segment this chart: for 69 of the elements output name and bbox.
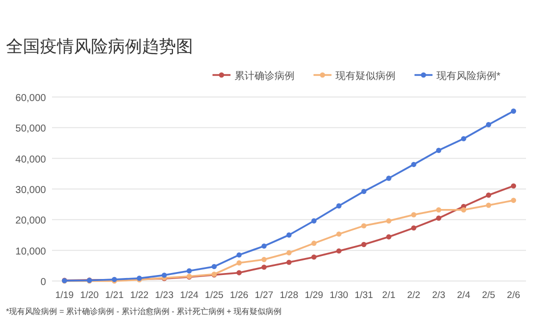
point [162, 272, 167, 278]
point [436, 207, 442, 212]
point [311, 240, 317, 246]
point [436, 148, 442, 153]
point [261, 256, 267, 262]
point [486, 192, 492, 198]
x-tick-label: 1/22 [130, 290, 149, 301]
x-tick-label: 2/2 [407, 290, 420, 301]
y-tick-label: 60,000 [15, 93, 46, 104]
y-tick-label: 40,000 [15, 154, 46, 166]
x-tick-label: 1/20 [80, 290, 99, 301]
point [236, 270, 242, 276]
legend-label: 现有风险病例* [436, 70, 500, 82]
point [212, 264, 217, 270]
y-tick-label: 0 [40, 277, 46, 288]
point [311, 218, 317, 224]
y-tick-label: 10,000 [15, 246, 46, 258]
x-tick-label: 2/5 [482, 290, 496, 301]
point [486, 202, 492, 208]
text: *现有风险病例 = 累计确诊病例 - 累计治愈病例 - 累计死亡病例 + 现有疑似病例 [6, 307, 282, 316]
point [286, 232, 292, 238]
x-tick-label: 2/3 [432, 290, 446, 301]
x-tick-label: 1/23 [155, 290, 174, 301]
x-tick-label: 1/27 [254, 290, 274, 301]
point [236, 252, 242, 258]
point [411, 225, 416, 231]
y-tick-label: 50,000 [15, 124, 46, 135]
point [286, 260, 292, 265]
point [186, 268, 192, 274]
point [510, 198, 516, 203]
x-tick-label: 1/30 [330, 290, 348, 301]
x-tick-label: 1/31 [354, 290, 374, 301]
point [411, 162, 416, 168]
point [386, 176, 392, 181]
x-tick-label: 1/25 [204, 290, 224, 301]
point [336, 248, 342, 254]
x-tick-label: 1/26 [230, 290, 248, 301]
point [386, 234, 392, 240]
chart-title: 全国疫情风险病例趋势图 [6, 37, 193, 56]
point [411, 212, 416, 218]
point [361, 188, 366, 194]
point [386, 218, 392, 224]
point [361, 223, 366, 228]
point [311, 254, 317, 260]
y-tick-label: 20,000 [15, 216, 46, 227]
point [336, 231, 342, 237]
point [286, 250, 292, 256]
point [361, 242, 366, 248]
x-tick-label: 1/29 [304, 290, 324, 301]
x-tick-label: 2/1 [382, 290, 396, 301]
point [461, 207, 466, 212]
point [261, 264, 267, 270]
point [486, 122, 492, 128]
x-tick-label: 1/28 [280, 290, 298, 301]
y-tick-label: 30,000 [15, 185, 46, 196]
x-tick-label: 2/4 [457, 290, 470, 301]
x-tick-label: 1/19 [55, 290, 74, 301]
x-tick-label: 2/6 [506, 290, 520, 301]
point [261, 243, 267, 249]
point [336, 203, 342, 208]
x-tick-label: 1/21 [105, 290, 124, 301]
legend-label: 现有疑似病例 [336, 70, 396, 82]
point [461, 136, 466, 142]
legend-label: 累计确诊病例 [234, 70, 294, 82]
point [236, 260, 242, 266]
point [510, 183, 516, 189]
x-tick-label: 1/24 [180, 290, 198, 301]
point [510, 108, 516, 114]
point [436, 216, 442, 221]
